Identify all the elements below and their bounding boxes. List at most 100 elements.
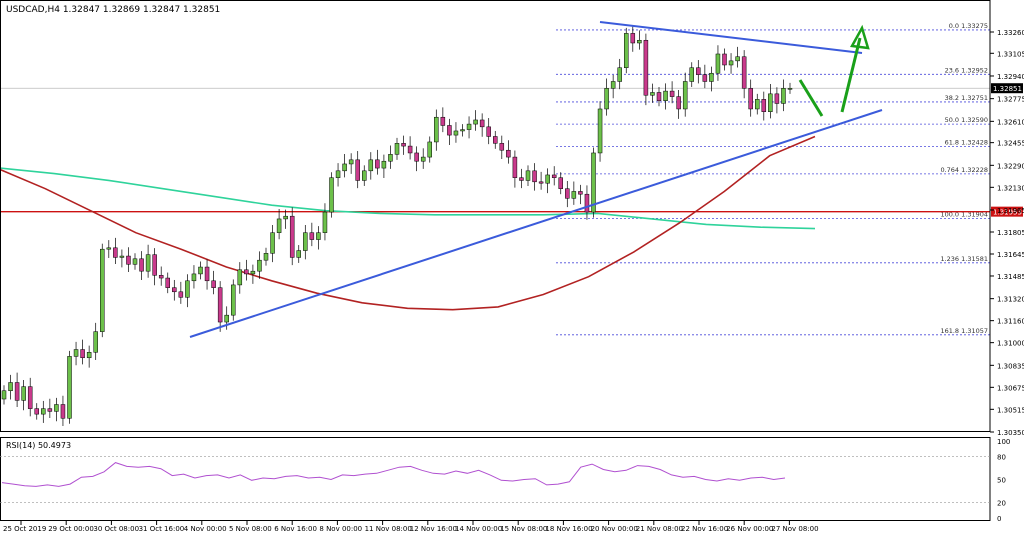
bull-candle [133,259,137,264]
bear-candle [519,178,523,181]
bull-candle [54,405,58,412]
bull-candle [637,40,641,43]
bull-candle [474,120,478,124]
date-tick-label: 15 Nov 08:00 [500,525,547,533]
date-tick-label: 25 Oct 2019 [3,525,46,533]
price-tick-label: 1.32290 [997,162,1024,170]
bull-candle [611,81,615,88]
bear-candle [500,143,504,150]
bull-candle [277,219,281,233]
fib-level-label: 38.2 1.32751 [945,94,988,102]
bull-candle [461,130,465,131]
bull-candle [618,68,622,82]
bear-candle [578,191,582,194]
bear-candle [159,275,163,278]
bull-candle [467,124,471,129]
rsi-tick-label: 100 [997,438,1010,446]
bull-candle [605,88,609,109]
bull-candle [297,251,301,258]
date-tick-label: 29 Oct 00:00 [48,525,94,533]
bear-candle [140,259,144,271]
rsi-line [2,463,785,487]
bull-candle [9,383,13,391]
date-tick-label: 22 Nov 16:00 [681,525,728,533]
bear-candle [677,97,681,109]
bear-candle [356,160,360,181]
rsi-label: RSI(14) 50.4973 [6,441,71,450]
price-panel-frame [1,1,991,432]
bull-candle [323,212,327,233]
pullback-arrow-line [800,80,822,116]
bear-candle [113,248,117,258]
price-tick-label: 1.32775 [997,96,1024,104]
fib-level-label: 0.0 1.33275 [949,22,988,30]
bear-candle [415,153,419,161]
bull-candle [303,233,307,251]
date-tick-label: 30 Oct 08:00 [93,525,139,533]
bear-candle [506,150,510,157]
date-tick-label: 14 Nov 00:00 [455,525,502,533]
bear-candle [375,160,379,168]
bear-candle [61,405,65,419]
bear-candle [35,409,39,414]
bear-candle [212,281,216,288]
bear-candle [533,171,537,182]
symbol-label: USDCAD,H4 1.32847 1.32869 1.32847 1.3285… [6,5,220,15]
bear-candle [126,256,130,264]
bear-candle [166,278,170,288]
bull-candle [2,391,6,399]
bear-candle [290,216,294,257]
price-tick-label: 1.30350 [997,429,1024,437]
fib-level-label: 0.764 1.32228 [940,166,988,174]
bull-candle [526,171,530,181]
bull-candle [664,91,668,101]
bear-candle [408,146,412,153]
bear-candle [749,88,753,109]
bear-candle [670,91,674,96]
price-tick-label: 1.32455 [997,140,1024,148]
bear-candle [28,387,32,409]
bull-candle [388,154,392,161]
bull-candle [238,270,242,285]
fib-level-label: 161.8 1.31057 [940,327,988,335]
bull-candle [709,73,713,81]
bull-candle [192,274,196,281]
bear-candle [631,33,635,43]
bear-candle [447,125,451,135]
bear-candle [310,233,314,240]
bull-candle [624,33,628,67]
bull-candle [107,248,111,249]
bull-candle [598,109,602,153]
price-tick-label: 1.31645 [997,251,1024,259]
bull-candle [336,171,340,178]
bull-candle [225,315,229,322]
bear-candle [244,270,248,274]
bull-candle [690,68,694,82]
bear-candle [723,54,727,65]
price-tick-label: 1.32130 [997,184,1024,192]
date-tick-label: 6 Nov 16:00 [274,525,317,533]
bear-candle [441,117,445,125]
bull-candle [94,332,98,353]
bear-candle [218,288,222,322]
breakout-arrow-line [842,38,860,112]
bull-candle [316,233,320,240]
bull-candle [271,233,275,254]
bull-candle [343,164,347,171]
bull-candle [716,54,720,73]
bear-candle [585,194,589,212]
bull-candle [231,285,235,315]
bull-candle [434,117,438,142]
bull-candle [22,387,26,401]
price-tick-label: 1.31160 [997,318,1024,326]
price-tick-label: 1.31485 [997,273,1024,281]
rsi-tick-label: 20 [997,500,1006,508]
bull-candle [120,256,124,257]
fib-level-label: 61.8 1.32428 [945,138,988,146]
date-tick-label: 11 Nov 08:00 [365,525,412,533]
bull-candle [100,249,104,331]
bull-candle [264,253,268,260]
fib-level-label: 1.236 1.31581 [940,255,988,263]
